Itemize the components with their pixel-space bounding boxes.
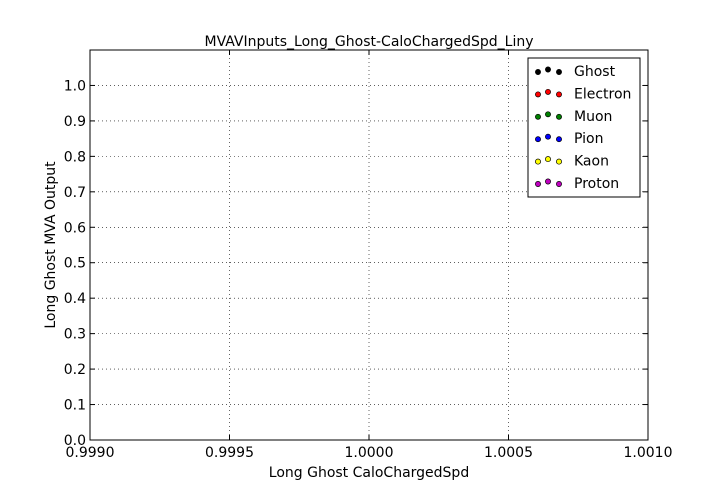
y-tick-label: 0.2: [64, 362, 86, 378]
y-tick-label: 0.7: [64, 185, 86, 201]
legend-marker: [545, 66, 551, 73]
y-tick-label: 0.8: [64, 149, 86, 165]
legend-label: Electron: [574, 86, 631, 102]
x-tick-label: 1.0010: [624, 445, 673, 461]
axis-ticks: 0.9990 0.9995 1.0000 1.0005 1.0010 0.0 0.1 0.2 0…: [64, 50, 673, 461]
x-tick-label: 0.9995: [205, 445, 254, 461]
legend-marker: [556, 91, 562, 98]
y-tick-label: 1.0: [64, 78, 86, 94]
legend-label: Proton: [574, 176, 619, 192]
y-tick-label: 0.9: [64, 114, 86, 130]
legend-marker: [535, 91, 541, 98]
y-tick-label: 0.5: [64, 256, 86, 272]
legend-marker: [556, 69, 562, 75]
legend-marker: [556, 181, 562, 187]
x-axis-label: Long Ghost CaloChargedSpd: [269, 465, 469, 481]
legend-marker: [556, 113, 562, 120]
legend-marker: [535, 69, 541, 75]
legend-frame: [527, 57, 641, 198]
legend-marker: [535, 158, 541, 165]
chart-title: MVAVInputs_Long_Ghost-CaloChargedSpd_Lin…: [204, 34, 533, 50]
y-tick-label: 0.4: [64, 291, 86, 307]
legend-marker: [545, 178, 551, 185]
legend-label: Pion: [574, 131, 603, 147]
legend-marker: [535, 181, 541, 187]
legend-marker: [545, 111, 551, 118]
y-tick-label: 0.3: [64, 327, 86, 343]
legend-marker: [556, 136, 562, 143]
legend-marker: [535, 113, 541, 120]
legend-label: Muon: [574, 109, 612, 125]
x-tick-label: 1.0000: [345, 445, 394, 461]
legend-marker: [545, 156, 551, 163]
legend-marker: [545, 88, 551, 95]
legend: Ghost Electron Muon Pion Kaon Proton: [527, 57, 641, 198]
legend-marker: [535, 136, 541, 143]
y-tick-label: 0.6: [64, 220, 86, 236]
legend-label: Kaon: [574, 154, 609, 170]
legend-label: Ghost: [574, 64, 616, 80]
y-tick-label: 0.1: [64, 398, 86, 414]
x-tick-label: 0.9990: [66, 445, 115, 461]
y-axis-label: Long Ghost MVA Output: [43, 161, 59, 329]
y-tick-label: 0.0: [64, 433, 86, 449]
legend-marker: [545, 133, 551, 140]
x-tick-label: 1.0005: [484, 445, 533, 461]
legend-marker: [556, 158, 562, 165]
